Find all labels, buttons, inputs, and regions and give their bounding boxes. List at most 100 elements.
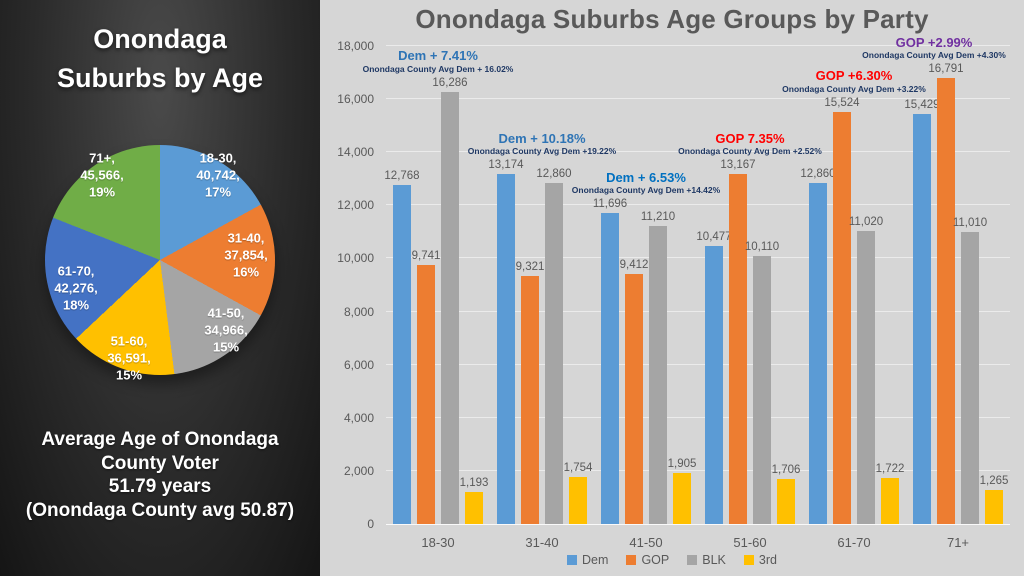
bar-gop-41-50 xyxy=(625,274,643,524)
y-axis-label: 10,000 xyxy=(337,251,374,266)
bar-gop-18-30 xyxy=(417,265,435,524)
y-axis-label: 12,000 xyxy=(337,198,374,213)
bar-value-label: 10,477 xyxy=(696,230,732,243)
pie-slice-label-18-30: 18-30, 40,742, 17% xyxy=(196,150,240,200)
bar-value-label: 10,110 xyxy=(744,240,780,253)
legend-item-blk: BLK xyxy=(687,553,726,567)
gridline xyxy=(386,45,1010,46)
legend-label: GOP xyxy=(641,553,670,567)
bar-value-label: 11,010 xyxy=(952,216,988,229)
bar-gop-51-60 xyxy=(729,174,747,524)
bar-dem-51-60 xyxy=(705,245,723,524)
bar-value-label: 16,286 xyxy=(432,76,468,89)
party-bar-panel: Onondaga Suburbs Age Groups by Party 0 2,… xyxy=(320,0,1024,576)
pie-chart-title: Onondaga Suburbs by Age xyxy=(56,24,264,94)
y-axis-label: 6,000 xyxy=(343,357,374,372)
bar-value-label: 9,741 xyxy=(411,250,441,263)
gridline xyxy=(386,151,1010,153)
bar-value-label: 11,210 xyxy=(640,211,676,224)
legend-item-gop: GOP xyxy=(626,553,669,567)
bar-gop-61-70 xyxy=(833,111,851,524)
y-axis-label: 14,000 xyxy=(337,145,374,160)
y-axis: 0 2,000 4,000 6,000 8,000 10,000 12,000 14,000 1… xyxy=(320,39,380,531)
bar-blk-71+ xyxy=(961,231,979,524)
x-axis-label: 41-50 xyxy=(629,535,663,550)
y-axis-label: 16,000 xyxy=(337,92,374,107)
average-age-note: Average Age of Onondaga County Voter 51.… xyxy=(25,429,295,521)
bar-3rd-18-30 xyxy=(465,492,483,524)
x-axis-label: 51-60 xyxy=(733,535,767,550)
x-axis-label: 71+ xyxy=(946,535,970,550)
bar-value-label: 1,754 xyxy=(563,462,593,475)
y-axis-label: 8,000 xyxy=(343,304,374,319)
bar-value-label: 13,167 xyxy=(720,159,756,172)
group-annotation: GOP +2.99% Onondaga County Avg Dem +4.30% xyxy=(814,35,1024,60)
bar-value-label: 15,429 xyxy=(904,99,940,112)
bar-3rd-31-40 xyxy=(569,477,587,524)
bar-3rd-61-70 xyxy=(881,478,899,524)
legend-label: Dem xyxy=(582,553,609,567)
pie-chart xyxy=(45,145,275,375)
bar-value-label: 1,905 xyxy=(667,458,697,471)
legend-item-3rd: 3rd xyxy=(743,553,777,567)
bar-blk-41-50 xyxy=(649,226,667,524)
gridline xyxy=(386,98,1010,100)
legend-label: 3rd xyxy=(758,553,777,567)
bar-3rd-71+ xyxy=(985,490,1003,524)
bar-value-label: 1,706 xyxy=(771,463,801,476)
pie-slice-label-51-60: 51-60, 36,591, 15% xyxy=(107,333,151,383)
gridline xyxy=(386,363,1010,365)
bar-value-label: 12,860 xyxy=(800,167,836,180)
legend-swatch-icon xyxy=(626,555,637,565)
legend-item-dem: Dem xyxy=(567,553,608,567)
y-axis-label: 2,000 xyxy=(343,463,374,478)
bar-value-label: 12,768 xyxy=(384,169,420,182)
annotation-title: GOP +2.99% xyxy=(895,34,973,50)
y-axis-label: 4,000 xyxy=(343,410,374,425)
bar-value-label: 9,321 xyxy=(515,261,545,274)
bar-value-label: 15,524 xyxy=(824,96,860,109)
plot-area: 12,768 9,741 16,286 1,193 18-30 Dem + 7.41% On… xyxy=(363,35,1010,550)
bar-3rd-41-50 xyxy=(673,473,691,524)
bar-value-label: 9,412 xyxy=(619,259,649,272)
bar-value-label: 13,174 xyxy=(488,159,524,172)
bar-blk-31-40 xyxy=(545,182,563,524)
bar-chart-title: Onondaga Suburbs Age Groups by Party xyxy=(415,4,929,34)
legend-swatch-icon xyxy=(743,555,754,565)
bar-dem-41-50 xyxy=(601,213,619,524)
pie-chart-area: 18-30, 40,742, 17% 31-40, 37,854, 16% 41-5… xyxy=(45,145,275,383)
y-axis-label: 18,000 xyxy=(337,39,374,53)
bar-gop-71+ xyxy=(937,78,955,524)
gridline xyxy=(386,469,1010,471)
bar-value-label: 1,722 xyxy=(875,463,905,476)
gridline xyxy=(386,416,1010,418)
bar-3rd-51-60 xyxy=(777,478,795,524)
gridline xyxy=(386,310,1010,312)
age-pie-panel: Onondaga Suburbs by Age 18-30, 40,742, 1… xyxy=(0,0,320,576)
bar-dem-18-30 xyxy=(393,184,411,524)
annotation-subtitle: Onondaga County Avg Dem +4.30% xyxy=(862,50,1006,61)
pie-slice-label-31-40: 31-40, 37,854, 16% xyxy=(224,230,268,280)
bar-dem-71+ xyxy=(913,114,931,524)
x-axis-label: 61-70 xyxy=(837,535,871,550)
bar-value-label: 11,696 xyxy=(592,198,628,211)
pie-slice-label-61-70: 61-70, 42,276, 18% xyxy=(54,263,98,313)
legend-swatch-icon xyxy=(687,555,698,565)
bar-blk-61-70 xyxy=(857,231,875,524)
bar-value-label: 11,020 xyxy=(848,216,884,229)
gridline xyxy=(386,204,1010,206)
bar-blk-18-30 xyxy=(441,91,459,524)
bar-value-label: 1,193 xyxy=(459,477,489,490)
x-axis-label: 18-30 xyxy=(421,535,455,550)
bar-value-label: 12,860 xyxy=(536,167,572,180)
bar-value-label: 1,265 xyxy=(979,475,1009,488)
bar-blk-51-60 xyxy=(753,255,771,524)
bar-dem-61-70 xyxy=(809,182,827,524)
bar-value-label: 16,791 xyxy=(928,63,964,76)
legend: Dem GOP BLK 3rd xyxy=(320,553,1024,567)
legend-label: BLK xyxy=(702,553,726,567)
x-axis-label: 31-40 xyxy=(525,535,559,550)
y-axis-label: 0 xyxy=(367,517,374,531)
pie-slice-label-71plus: 71+, 45,566, 19% xyxy=(80,150,124,200)
